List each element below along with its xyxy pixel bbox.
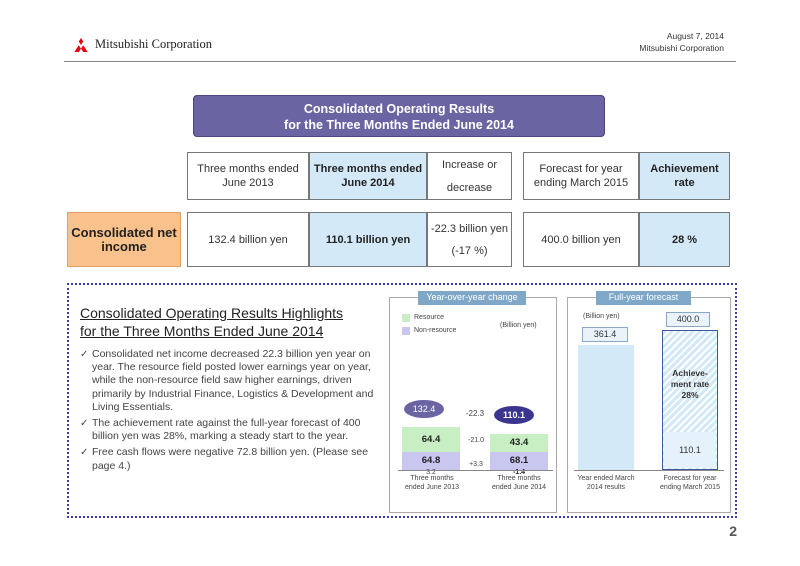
achievement-label-line2: ment rate [670,379,710,389]
page-title-line2: for the Three Months Ended June 2014 [284,118,514,132]
highlight-bullet: Free cash flows were negative 72.8 billi… [80,446,375,472]
report-date: August 7, 2014 [666,31,724,41]
col-header-forecast: Forecast for year ending March 2015 [523,152,639,200]
col-header-change: Increase or decrease [427,152,512,200]
company-logo: Mitsubishi Corporation [72,37,212,52]
col-header-achievement: Achievement rate [639,152,730,200]
highlight-bullet: The achievement rate against the full-ye… [80,417,375,443]
highlights-title-line1: Consolidated Operating Results Highlight… [80,305,344,321]
company-name-small: Mitsubishi Corporation [639,43,724,53]
legend-nonresource-label: Non-resource [414,327,457,334]
col-header-2014: Three months ended June 2014 [309,152,427,200]
forecast-unit: (Billion yen) [583,313,620,320]
legend-resource-swatch [402,314,410,322]
forecast-tab: Full-year forecast [596,291,691,305]
bar-results-2014 [578,345,634,470]
highlights-title-line2: for the Three Months Ended June 2014 [80,323,324,339]
yoy-baseline [398,470,553,471]
diff-total: -22.3 [465,409,485,418]
value-change: -22.3 billion yen (-17 %) [427,212,512,267]
other-2014: -1.4 [512,469,526,476]
bar-resource-2013: 64.4 [402,427,460,452]
col-header-2013: Three months ended June 2013 [187,152,309,200]
highlights-list: Consolidated net income decreased 22.3 b… [80,348,375,476]
three-diamonds-icon [74,37,88,52]
value-2014-label: 361.4 [582,327,628,342]
yoy-unit: (Billion yen) [500,322,537,329]
col-header-change-line1: Increase or [441,158,498,171]
page-title: Consolidated Operating Results for the T… [193,95,605,137]
value-forecast: 400.0 billion yen [523,212,639,267]
value-achievement: 28 % [639,212,730,267]
page-title-line1: Consolidated Operating Results [303,102,495,116]
diff-nonresource: +3.3 [469,461,483,468]
page-number: 2 [729,523,737,539]
value-change-percent: (-17 %) [451,244,488,257]
legend-nonresource-swatch [402,327,410,335]
company-name: Mitsubishi Corporation [95,37,213,51]
value-change-amount: -22.3 billion yen [430,222,509,235]
total-2014-badge: 110.1 [494,406,534,424]
highlights-box [67,283,737,518]
header-divider [64,61,736,62]
x-label-2014: Three months ended June 2014 [491,475,547,491]
bar-resource-2014: 43.4 [490,434,548,452]
value-2015-label: 400.0 [666,312,710,327]
bar-nonresource-2014: 68.1 [490,452,548,470]
other-2013: 3.2 [426,469,436,476]
x-label-forecast: Forecast for year ending March 2015 [660,475,720,491]
diff-resource: -21.0 [468,437,484,444]
total-2013-badge: 132.4 [404,400,444,418]
legend-resource-label: Resource [414,314,444,321]
value-2013: 132.4 billion yen [187,212,309,267]
row-label-net-income: Consolidated net income [67,212,181,267]
col-header-change-line2: decrease [446,181,493,194]
highlights-title: Consolidated Operating Results Highlight… [80,304,380,340]
forecast-baseline [574,470,724,471]
achievement-label-line1: Achieve- [672,368,708,378]
value-2014: 110.1 billion yen [309,212,427,267]
achievement-label-line3: 28% [681,390,699,400]
yoy-tab: Year-over-year change [418,291,526,305]
date-block: August 7, 2014 Mitsubishi Corporation [639,30,724,54]
bar-actual-value: 110.1 [664,432,716,468]
highlight-bullet: Consolidated net income decreased 22.3 b… [80,348,375,414]
achievement-label: Achieve- ment rate 28% [664,368,716,401]
bar-nonresource-2013: 64.8 [402,452,460,470]
x-label-2013: Three months ended June 2013 [404,475,460,491]
x-label-results: Year ended March 2014 results [577,475,635,491]
